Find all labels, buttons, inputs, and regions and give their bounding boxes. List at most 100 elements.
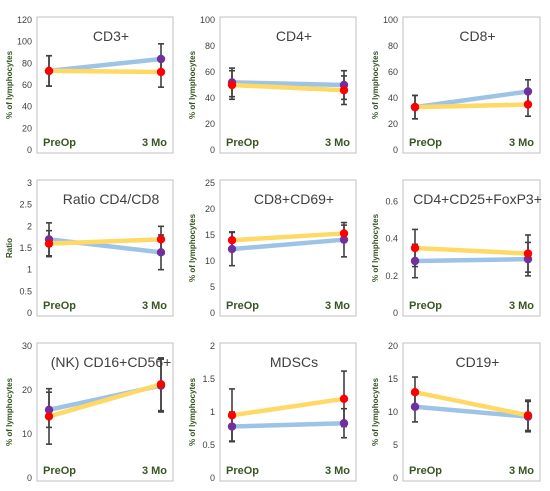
data-point-blue — [339, 419, 349, 428]
x-category-label: PreOp — [43, 300, 76, 312]
y-axis-label: % of lymphocytes — [188, 50, 197, 119]
data-point-blue — [339, 235, 349, 244]
y-tick-label: 0.2 — [385, 271, 398, 281]
y-tick-label: 0 — [210, 473, 215, 483]
y-tick-label: 5 — [210, 282, 215, 292]
y-axis-label: % of lymphocytes — [371, 377, 380, 446]
plot-frame — [36, 179, 174, 317]
chart-svg: 0 5 10 15 20 25 % of lymphocytes CD8+CD69+ PreOp… — [188, 178, 357, 318]
series-line-yellow — [46, 382, 164, 419]
data-point-yellow — [156, 67, 166, 77]
series-line-blue — [229, 420, 347, 429]
chart-panel-ratio: 0 0.5 1 1.5 2 2.5 3 Ratio Ratio CD4/CD8 PreOp 3 Mo — [0, 163, 183, 326]
data-point-blue — [156, 54, 166, 64]
y-tick-label: 60 — [205, 67, 215, 77]
plot-frame — [36, 16, 174, 154]
y-tick-label: 5 — [393, 440, 398, 450]
x-category-label: 3 Mo — [509, 300, 534, 312]
chart-title: CD4+ — [276, 28, 312, 44]
series-line-yellow — [229, 396, 347, 418]
series-line-blue — [229, 80, 347, 88]
y-tick-label: 30 — [22, 341, 32, 351]
x-category-label: PreOp — [409, 300, 442, 312]
chart-title: Ratio CD4/CD8 — [63, 191, 160, 207]
plot-frame — [402, 16, 541, 154]
y-tick-label: 80 — [388, 41, 398, 51]
x-category-label: 3 Mo — [509, 465, 534, 477]
y-tick-label: 20 — [22, 123, 32, 133]
y-tick-label: 2.5 — [19, 200, 32, 210]
y-tick-label: 20 — [205, 119, 215, 129]
series-line-yellow — [412, 389, 531, 418]
y-axis-label: % of lymphocytes — [188, 377, 197, 446]
chart-panel-cd8: 0 20 40 60 80 100 % of lymphocytes CD8+ PreOp 3 M… — [366, 0, 550, 163]
y-tick-label: 100 — [17, 37, 32, 47]
y-tick-label: 0.5 — [19, 286, 32, 296]
series-line-yellow — [46, 237, 164, 246]
y-tick-label: 40 — [22, 102, 32, 112]
y-axis-label: % of lymphocytes — [5, 50, 14, 119]
y-tick-label: 10 — [205, 256, 215, 266]
y-tick-label: 40 — [205, 93, 215, 103]
y-tick-label: 60 — [22, 80, 32, 90]
data-point-yellow — [410, 388, 420, 397]
chart-svg: 0 20 40 60 80 100 120 % of lymphocytes CD3+ PreOp… — [5, 15, 174, 155]
chart-title: (NK) CD16+CD56+ — [51, 354, 172, 370]
series-line-blue — [229, 237, 347, 252]
y-tick-label: 1.5 — [202, 374, 215, 384]
x-category-label: 3 Mo — [142, 300, 167, 312]
chart-title: MDSCs — [270, 354, 318, 370]
y-tick-label: 20 — [388, 119, 398, 129]
y-tick-label: 1 — [27, 265, 32, 275]
chart-title: CD3+ — [93, 28, 129, 44]
chart-panel-nk: 0 10 20 30 % of lymphocytes (NK) CD16+CD56+ Pr… — [0, 326, 183, 491]
chart-title: CD19+ — [456, 354, 500, 370]
chart-svg: 0 0.2 0.4 0.6 % of lymphocytes CD4+CD25+FoxP3… — [371, 179, 542, 318]
y-tick-label: 60 — [388, 67, 398, 77]
y-tick-label: 100 — [200, 15, 215, 25]
plot-frame — [219, 16, 357, 154]
y-tick-label: 20 — [205, 204, 215, 214]
y-tick-label: 0 — [393, 145, 398, 155]
y-tick-label: 0 — [393, 308, 398, 318]
data-point-yellow — [410, 243, 420, 253]
data-point-yellow — [410, 102, 420, 112]
y-tick-label: 15 — [205, 230, 215, 240]
y-tick-label: 80 — [205, 41, 215, 51]
data-point-yellow — [227, 236, 237, 245]
y-axis-label: Ratio — [5, 238, 14, 258]
x-category-label: PreOp — [226, 137, 259, 149]
chart-panel-mdsc: 0 0.5 1 1.5 2 % of lymphocytes MDSCs PreOp 3 Mo — [183, 326, 366, 491]
data-point-blue — [523, 87, 533, 96]
data-point-yellow — [227, 411, 237, 420]
y-tick-label: 120 — [17, 15, 32, 25]
chart-title: CD8+CD69+ — [254, 191, 334, 207]
y-tick-label: 0.4 — [385, 234, 398, 244]
chart-svg: 0 0.5 1 1.5 2 2.5 3 Ratio Ratio CD4/CD8 PreOp 3 Mo — [5, 178, 174, 318]
y-axis-label: % of lymphocytes — [371, 50, 380, 119]
x-category-label: 3 Mo — [325, 300, 350, 312]
chart-title: CD4+CD25+FoxP3+ — [413, 191, 542, 207]
y-tick-label: 20 — [22, 385, 32, 395]
plot-frame — [219, 342, 357, 482]
data-point-yellow — [339, 86, 349, 95]
x-category-label: PreOp — [409, 465, 442, 477]
x-category-label: PreOp — [409, 137, 442, 149]
series-line-yellow — [229, 82, 347, 93]
x-category-label: 3 Mo — [142, 137, 167, 149]
y-tick-label: 0 — [27, 308, 32, 318]
y-tick-label: 15 — [388, 374, 398, 384]
chart-svg: 0 5 10 15 20 % of lymphocytes CD19+ PreOp 3 Mo — [371, 341, 541, 483]
y-axis-label: % of lymphocytes — [5, 377, 14, 446]
data-point-yellow — [44, 66, 54, 76]
chart-panel-cd8cd69: 0 5 10 15 20 25 % of lymphocytes CD8+CD69+ PreOp… — [183, 163, 366, 326]
series-line-yellow — [229, 231, 347, 243]
chart-svg: 0 10 20 30 % of lymphocytes (NK) CD16+CD56+ Pr… — [5, 341, 174, 483]
plot-frame — [219, 179, 357, 317]
x-category-label: 3 Mo — [325, 137, 350, 149]
y-tick-label: 10 — [388, 407, 398, 417]
y-tick-label: 0 — [210, 308, 215, 318]
x-category-label: 3 Mo — [142, 465, 167, 477]
y-tick-label: 100 — [383, 15, 398, 25]
x-category-label: PreOp — [43, 465, 76, 477]
